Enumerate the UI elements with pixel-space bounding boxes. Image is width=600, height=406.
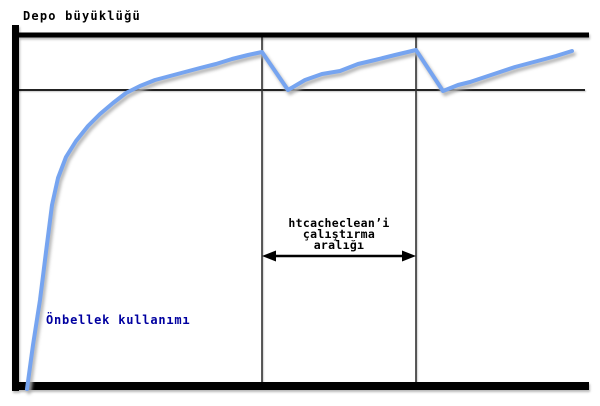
interval-arrow-right-head [402, 250, 416, 262]
cache-usage-curve [25, 48, 574, 391]
interval-arrow-left-head [262, 250, 276, 262]
interval-arrow [262, 250, 416, 262]
interval-label-line-2: çalıştırma [302, 227, 376, 242]
interval-label-line-1: htcacheclean’i [288, 216, 390, 230]
cache-usage-label: Önbellek kullanımı [46, 313, 191, 327]
y-axis [12, 25, 19, 391]
interval-label-line-3: aralığı [313, 238, 365, 253]
htcacheclean-interval-label: htcacheclean’i çalıştırma aralığı [262, 216, 416, 253]
storage-size-title: Depo büyüklüğü [23, 9, 141, 23]
x-axis [12, 382, 589, 390]
